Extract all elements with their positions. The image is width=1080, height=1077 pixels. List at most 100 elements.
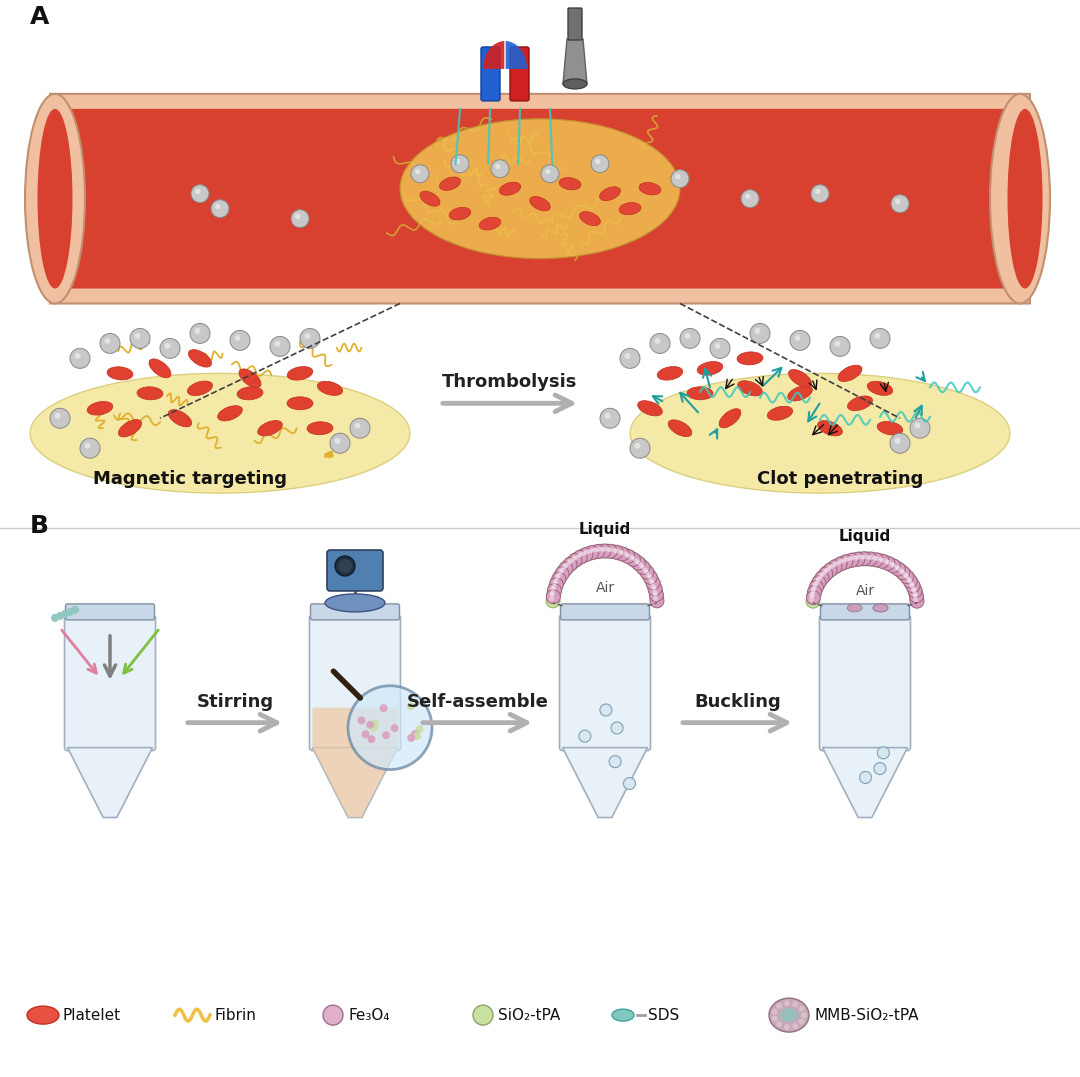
Circle shape bbox=[606, 547, 611, 553]
Circle shape bbox=[650, 581, 654, 586]
Ellipse shape bbox=[530, 196, 550, 211]
Circle shape bbox=[609, 756, 621, 768]
Circle shape bbox=[643, 568, 648, 573]
Circle shape bbox=[556, 565, 570, 579]
Circle shape bbox=[71, 606, 79, 614]
Circle shape bbox=[588, 548, 593, 554]
Circle shape bbox=[600, 547, 605, 551]
Circle shape bbox=[338, 559, 352, 573]
Circle shape bbox=[903, 574, 917, 588]
Circle shape bbox=[891, 195, 909, 212]
Circle shape bbox=[913, 593, 918, 599]
Circle shape bbox=[801, 1012, 807, 1018]
Circle shape bbox=[646, 573, 651, 578]
Circle shape bbox=[863, 553, 877, 567]
Ellipse shape bbox=[873, 604, 888, 612]
FancyBboxPatch shape bbox=[66, 604, 154, 620]
Circle shape bbox=[491, 159, 509, 178]
Text: MMB-SiO₂-tPA: MMB-SiO₂-tPA bbox=[815, 1008, 919, 1023]
Circle shape bbox=[568, 559, 572, 563]
Ellipse shape bbox=[767, 406, 793, 420]
Circle shape bbox=[565, 556, 579, 570]
Circle shape bbox=[675, 173, 680, 179]
Circle shape bbox=[845, 554, 859, 568]
Ellipse shape bbox=[499, 182, 521, 195]
Circle shape bbox=[603, 547, 607, 551]
Circle shape bbox=[807, 590, 821, 604]
Circle shape bbox=[912, 588, 917, 593]
Circle shape bbox=[894, 564, 900, 570]
Circle shape bbox=[100, 334, 120, 353]
Circle shape bbox=[582, 550, 586, 556]
FancyBboxPatch shape bbox=[65, 615, 156, 751]
Circle shape bbox=[685, 333, 690, 339]
Circle shape bbox=[893, 563, 907, 577]
Circle shape bbox=[881, 557, 895, 571]
Circle shape bbox=[473, 1005, 492, 1025]
Text: B: B bbox=[30, 514, 49, 538]
Ellipse shape bbox=[719, 408, 741, 428]
Circle shape bbox=[644, 572, 658, 586]
Circle shape bbox=[810, 578, 824, 592]
Circle shape bbox=[896, 567, 901, 571]
Circle shape bbox=[609, 545, 623, 559]
Circle shape bbox=[906, 578, 920, 592]
Circle shape bbox=[369, 724, 378, 731]
Circle shape bbox=[904, 576, 918, 589]
Circle shape bbox=[611, 722, 623, 733]
Circle shape bbox=[160, 338, 180, 359]
Circle shape bbox=[633, 558, 647, 572]
Polygon shape bbox=[823, 747, 907, 817]
Circle shape bbox=[777, 1021, 782, 1027]
Circle shape bbox=[640, 564, 645, 570]
Circle shape bbox=[629, 554, 643, 568]
Circle shape bbox=[563, 558, 577, 572]
Circle shape bbox=[559, 568, 564, 573]
Ellipse shape bbox=[669, 420, 692, 436]
Circle shape bbox=[859, 551, 873, 565]
Circle shape bbox=[455, 158, 460, 164]
FancyBboxPatch shape bbox=[510, 47, 529, 101]
Circle shape bbox=[411, 165, 429, 183]
Circle shape bbox=[546, 588, 561, 602]
Circle shape bbox=[611, 546, 625, 560]
Circle shape bbox=[843, 557, 849, 562]
Circle shape bbox=[895, 565, 909, 579]
Circle shape bbox=[813, 574, 827, 588]
Circle shape bbox=[793, 1023, 798, 1029]
Ellipse shape bbox=[87, 402, 112, 415]
Circle shape bbox=[619, 549, 623, 555]
Circle shape bbox=[274, 341, 281, 347]
Circle shape bbox=[828, 560, 842, 574]
Circle shape bbox=[639, 565, 653, 579]
Circle shape bbox=[596, 547, 600, 553]
Circle shape bbox=[617, 548, 631, 561]
Circle shape bbox=[789, 331, 810, 350]
Circle shape bbox=[600, 408, 620, 429]
Circle shape bbox=[56, 612, 64, 620]
Circle shape bbox=[579, 548, 593, 561]
Circle shape bbox=[550, 597, 554, 602]
Circle shape bbox=[890, 433, 910, 453]
Circle shape bbox=[300, 328, 320, 348]
Circle shape bbox=[652, 590, 658, 596]
Circle shape bbox=[819, 574, 823, 578]
Circle shape bbox=[815, 578, 820, 584]
Ellipse shape bbox=[990, 94, 1050, 304]
Ellipse shape bbox=[400, 118, 680, 258]
Circle shape bbox=[230, 331, 249, 350]
Circle shape bbox=[878, 557, 883, 562]
Circle shape bbox=[630, 556, 634, 560]
Circle shape bbox=[875, 555, 889, 569]
Circle shape bbox=[793, 1002, 798, 1007]
Circle shape bbox=[877, 746, 889, 759]
Circle shape bbox=[909, 584, 915, 588]
Ellipse shape bbox=[119, 420, 141, 437]
Circle shape bbox=[648, 582, 662, 596]
Text: SiO₂-tPA: SiO₂-tPA bbox=[498, 1008, 561, 1023]
Circle shape bbox=[856, 551, 870, 565]
Circle shape bbox=[868, 555, 874, 560]
Ellipse shape bbox=[687, 387, 713, 400]
Circle shape bbox=[407, 733, 415, 742]
FancyBboxPatch shape bbox=[559, 615, 650, 751]
